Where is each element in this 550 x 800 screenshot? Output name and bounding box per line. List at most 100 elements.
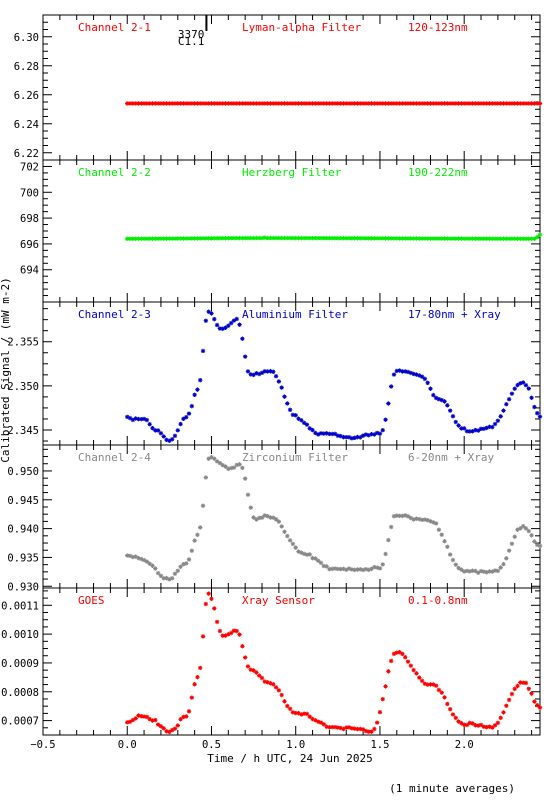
data-point	[495, 236, 501, 241]
data-point	[360, 236, 366, 241]
data-point	[315, 558, 321, 563]
data-point	[338, 725, 343, 731]
data-point	[487, 569, 492, 574]
data-point	[425, 517, 430, 523]
data-point	[139, 236, 144, 241]
data-point	[245, 492, 251, 497]
data-point	[313, 101, 318, 106]
panel-2: 694 696 698 700 702 Channel 2-2 Herzberg Filte…	[20, 159, 543, 303]
y-axis-title: Calibrated Signal / (mW m-2)	[0, 277, 12, 462]
data-point	[150, 236, 155, 241]
data-point	[532, 236, 537, 241]
y-tick-label: 694	[20, 265, 39, 277]
data-point	[167, 101, 172, 106]
data-point	[192, 236, 197, 241]
data-point	[374, 101, 380, 106]
data-point	[363, 566, 369, 572]
data-point	[192, 392, 197, 398]
data-point	[307, 101, 312, 106]
data-point	[512, 236, 517, 241]
data-point	[478, 722, 484, 728]
data-point	[506, 697, 512, 703]
data-point	[293, 101, 298, 106]
data-point	[178, 421, 183, 427]
data-point	[169, 727, 175, 733]
data-point	[405, 514, 411, 519]
data-point	[130, 101, 136, 106]
data-point	[265, 101, 270, 106]
data-point	[366, 236, 371, 241]
data-point	[408, 236, 414, 241]
data-point	[209, 596, 214, 602]
data-point	[453, 715, 458, 721]
data-point	[495, 418, 501, 423]
data-point	[192, 101, 197, 106]
data-point	[175, 428, 180, 433]
data-point	[534, 234, 540, 240]
data-point	[374, 565, 380, 570]
data-point	[369, 236, 374, 241]
data-point	[338, 236, 343, 241]
data-point	[532, 101, 537, 106]
data-point	[178, 101, 183, 106]
data-point	[257, 673, 262, 678]
data-point	[504, 402, 509, 407]
data-point	[327, 235, 332, 241]
data-point	[237, 101, 242, 106]
data-point	[254, 517, 259, 522]
data-point	[133, 236, 138, 241]
panel-3: 2.345 2.350 2.355 Channel 2-3 Aluminium Filt…	[7, 301, 543, 446]
y-tick-label: 0.0010	[1, 629, 39, 641]
data-point	[442, 101, 447, 106]
data-point	[198, 525, 203, 530]
data-point	[341, 236, 346, 241]
data-point	[301, 551, 307, 557]
data-point	[414, 671, 419, 676]
data-point	[377, 709, 383, 715]
data-point	[195, 101, 200, 106]
data-point	[139, 556, 144, 562]
data-point	[245, 101, 251, 106]
data-point	[231, 465, 237, 470]
data-point	[417, 236, 422, 241]
data-point	[433, 395, 439, 401]
data-point	[397, 513, 402, 519]
data-point	[436, 527, 442, 532]
data-point	[161, 576, 166, 581]
data-point	[506, 101, 512, 106]
data-point	[153, 236, 158, 241]
flare-class: C1.1	[178, 35, 205, 48]
data-point	[487, 101, 492, 106]
data-point	[380, 101, 385, 106]
data-point	[338, 433, 343, 439]
data-point	[206, 456, 211, 461]
data-point	[181, 416, 186, 422]
data-point	[388, 524, 394, 530]
data-point	[214, 236, 220, 241]
data-point	[268, 235, 273, 241]
data-point	[526, 686, 531, 691]
data-point	[299, 712, 304, 717]
data-point	[169, 437, 175, 442]
data-point	[257, 101, 262, 106]
series-1	[125, 101, 543, 106]
data-point	[537, 543, 543, 549]
data-point	[226, 235, 231, 241]
data-point	[478, 236, 484, 241]
data-point	[403, 369, 408, 374]
data-point	[366, 433, 371, 438]
data-point	[296, 549, 301, 554]
data-point	[262, 679, 268, 684]
data-point	[164, 729, 169, 734]
data-point	[268, 681, 273, 686]
data-point	[504, 556, 509, 561]
data-point	[220, 236, 225, 241]
y-tick-label: 2.355	[7, 337, 39, 349]
data-point	[436, 236, 442, 241]
data-point	[383, 236, 388, 241]
data-point	[450, 101, 456, 106]
data-point	[537, 101, 543, 106]
data-point	[214, 101, 220, 106]
data-point	[158, 724, 164, 729]
data-point	[529, 691, 534, 696]
